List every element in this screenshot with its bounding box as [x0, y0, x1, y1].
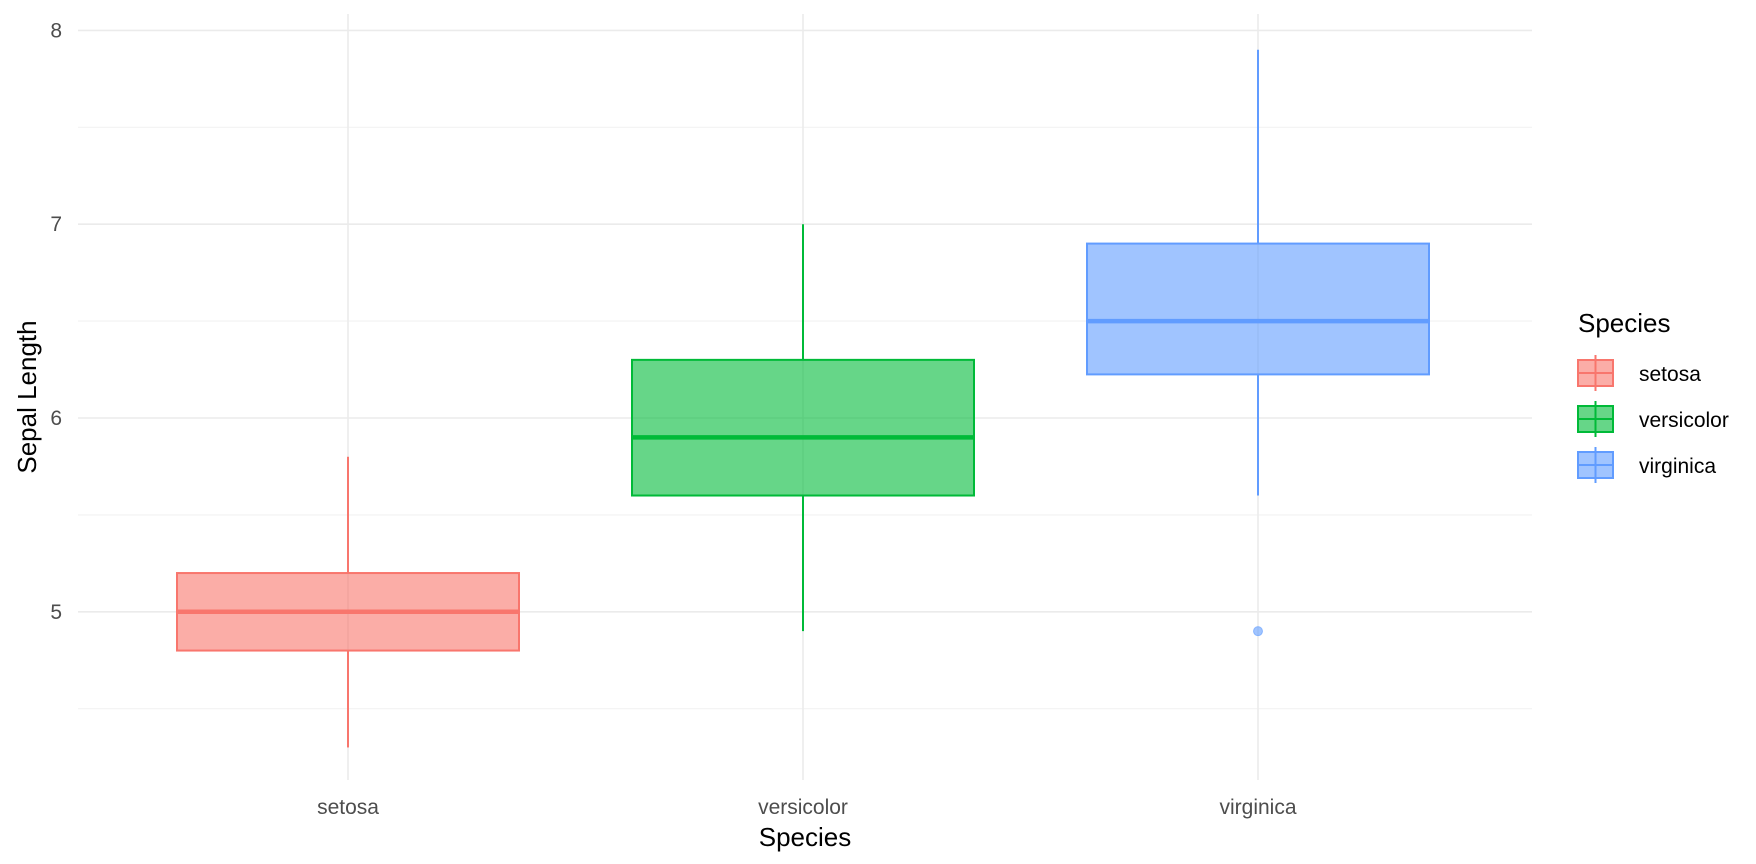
- box-setosa: [176, 456, 520, 748]
- x-tick-label: virginica: [1219, 796, 1296, 819]
- x-tick-label: setosa: [317, 796, 379, 819]
- outlier-point: [1253, 626, 1263, 637]
- legend-title: Species: [1578, 308, 1671, 338]
- legend-label: versicolor: [1639, 409, 1729, 432]
- x-axis-title: Species: [759, 822, 852, 852]
- legend: Species setosa versicolor virginica: [1577, 308, 1729, 483]
- box-rect: [1086, 242, 1430, 376]
- y-tick-label: 6: [50, 407, 62, 430]
- box-versicolor: [631, 224, 975, 632]
- box-virginica: [1086, 49, 1430, 637]
- legend-entry-setosa: setosa: [1577, 355, 1701, 391]
- y-tick-label: 8: [50, 19, 62, 42]
- x-axis-ticks: setosa versicolor virginica: [317, 796, 1297, 819]
- x-tick-label: versicolor: [758, 796, 848, 819]
- legend-label: setosa: [1639, 363, 1701, 386]
- box-rect: [631, 358, 975, 497]
- y-tick-label: 5: [50, 601, 62, 624]
- y-tick-label: 7: [50, 213, 62, 236]
- legend-label: virginica: [1639, 455, 1716, 478]
- legend-entry-virginica: virginica: [1577, 447, 1716, 483]
- y-axis-ticks: 5 6 7 8: [50, 19, 62, 623]
- boxes-layer: [176, 49, 1430, 748]
- legend-items: setosa versicolor virginica: [1577, 355, 1729, 483]
- y-axis-title: Sepal Length: [12, 320, 42, 473]
- legend-entry-versicolor: versicolor: [1577, 401, 1729, 437]
